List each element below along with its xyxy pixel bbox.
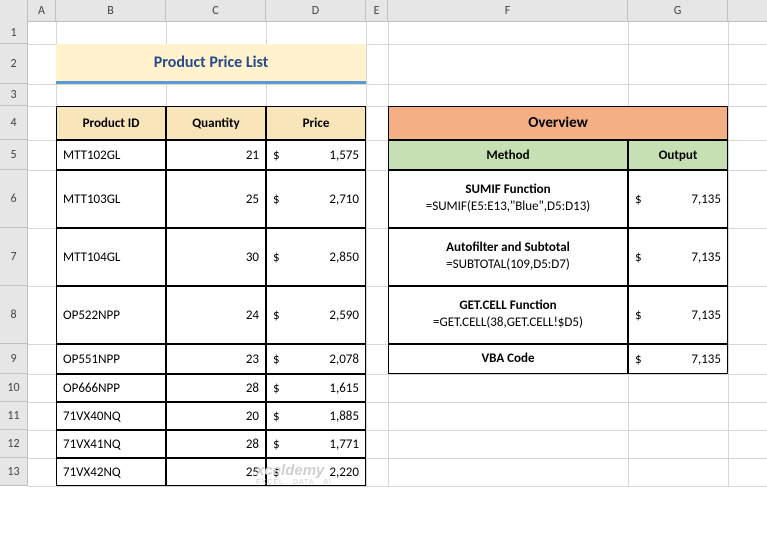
- product-id-cell[interactable]: MTT102GL: [56, 140, 166, 170]
- method-cell[interactable]: Autofilter and Subtotal=SUBTOTAL(109,D5:…: [388, 228, 628, 286]
- price-cell[interactable]: $2,078: [266, 344, 366, 374]
- quantity-cell[interactable]: 20: [166, 402, 266, 430]
- price-cell[interactable]: $2,850: [266, 228, 366, 286]
- output-cell[interactable]: $7,135: [628, 170, 728, 228]
- row-header-9[interactable]: 9: [0, 344, 28, 374]
- price-header[interactable]: Price: [266, 106, 366, 140]
- row-header-13[interactable]: 13: [0, 458, 28, 486]
- select-all-corner[interactable]: [0, 0, 28, 22]
- quantity-cell[interactable]: 24: [166, 286, 266, 344]
- cell-grid[interactable]: Product Price List Product IDQuantityPric…: [28, 22, 767, 486]
- product-id-header[interactable]: Product ID: [56, 106, 166, 140]
- method-header[interactable]: Method: [388, 140, 628, 170]
- product-id-cell[interactable]: 71VX42NQ: [56, 458, 166, 486]
- column-header-E[interactable]: E: [366, 0, 388, 21]
- quantity-cell[interactable]: 25: [166, 458, 266, 486]
- quantity-cell[interactable]: 28: [166, 374, 266, 402]
- row-header-2[interactable]: 2: [0, 44, 28, 84]
- price-cell[interactable]: $1,575: [266, 140, 366, 170]
- product-id-cell[interactable]: MTT104GL: [56, 228, 166, 286]
- column-header-G[interactable]: G: [628, 0, 728, 21]
- product-id-cell[interactable]: MTT103GL: [56, 170, 166, 228]
- overview-header[interactable]: Overview: [388, 106, 728, 140]
- row-header-4[interactable]: 4: [0, 106, 28, 140]
- quantity-cell[interactable]: 23: [166, 344, 266, 374]
- quantity-cell[interactable]: 21: [166, 140, 266, 170]
- row-header-5[interactable]: 5: [0, 140, 28, 170]
- price-cell[interactable]: $2,590: [266, 286, 366, 344]
- row-header-6[interactable]: 6: [0, 170, 28, 228]
- price-cell[interactable]: $1,885: [266, 402, 366, 430]
- quantity-cell[interactable]: 30: [166, 228, 266, 286]
- row-header-12[interactable]: 12: [0, 430, 28, 458]
- product-id-cell[interactable]: OP522NPP: [56, 286, 166, 344]
- price-cell[interactable]: $1,771: [266, 430, 366, 458]
- column-headers: ABCDEFG: [0, 0, 767, 22]
- product-id-cell[interactable]: 71VX40NQ: [56, 402, 166, 430]
- row-header-1[interactable]: 1: [0, 22, 28, 44]
- method-cell[interactable]: GET.CELL Function=GET.CELL(38,GET.CELL!$…: [388, 286, 628, 344]
- row-header-3[interactable]: 3: [0, 84, 28, 106]
- quantity-cell[interactable]: 25: [166, 170, 266, 228]
- product-id-cell[interactable]: OP551NPP: [56, 344, 166, 374]
- column-header-F[interactable]: F: [388, 0, 628, 21]
- price-cell[interactable]: $1,615: [266, 374, 366, 402]
- column-header-D[interactable]: D: [266, 0, 366, 21]
- method-cell[interactable]: VBA Code: [388, 344, 628, 374]
- column-header-B[interactable]: B: [56, 0, 166, 21]
- row-header-7[interactable]: 7: [0, 228, 28, 286]
- output-cell[interactable]: $7,135: [628, 286, 728, 344]
- quantity-header[interactable]: Quantity: [166, 106, 266, 140]
- column-header-A[interactable]: A: [28, 0, 56, 21]
- title-banner[interactable]: Product Price List: [56, 44, 366, 84]
- price-cell[interactable]: $2,220: [266, 458, 366, 486]
- product-id-cell[interactable]: OP666NPP: [56, 374, 166, 402]
- row-header-11[interactable]: 11: [0, 402, 28, 430]
- output-header[interactable]: Output: [628, 140, 728, 170]
- method-cell[interactable]: SUMIF Function=SUMIF(E5:E13,"Blue",D5:D1…: [388, 170, 628, 228]
- spreadsheet: ABCDEFG 12345678910111213 Product Price …: [0, 0, 767, 486]
- row-header-8[interactable]: 8: [0, 286, 28, 344]
- quantity-cell[interactable]: 28: [166, 430, 266, 458]
- output-cell[interactable]: $7,135: [628, 228, 728, 286]
- product-id-cell[interactable]: 71VX41NQ: [56, 430, 166, 458]
- row-header-10[interactable]: 10: [0, 374, 28, 402]
- column-header-C[interactable]: C: [166, 0, 266, 21]
- row-headers: 12345678910111213: [0, 22, 28, 486]
- output-cell[interactable]: $7,135: [628, 344, 728, 374]
- price-cell[interactable]: $2,710: [266, 170, 366, 228]
